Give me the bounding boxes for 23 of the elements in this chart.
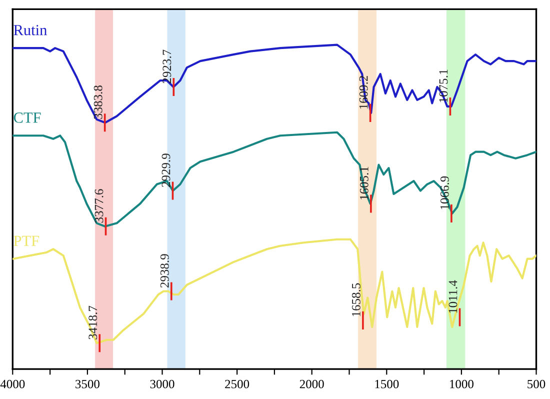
annotation: 3418.7 — [88, 306, 98, 340]
x-tick-label: 3000 — [150, 380, 174, 388]
x-tick-label: 1500 — [375, 380, 399, 388]
annotation: 3383.8 — [94, 86, 102, 119]
annotation: 1609.2 — [359, 76, 368, 109]
series-label: PTF — [14, 236, 40, 246]
x-tick-label: 1000 — [450, 380, 474, 388]
annotation: 3377.6 — [94, 189, 104, 223]
x-tick-label: 2000 — [300, 380, 324, 388]
series-label: CTF — [14, 112, 41, 123]
annotation: 1658.5 — [352, 283, 360, 316]
x-tick-label: 3500 — [76, 380, 100, 388]
annotation: 1066.9 — [440, 176, 449, 210]
annotation: 2929.9 — [162, 154, 170, 187]
x-tick-label: 2500 — [225, 380, 250, 388]
annotation: 1011.4 — [448, 280, 458, 313]
annotation: 1075.1 — [439, 70, 448, 102]
x-tick-label: 500 — [528, 380, 546, 388]
annotation: 2938.9 — [160, 254, 169, 288]
annotation: 1605.1 — [360, 166, 368, 200]
series-label: Rutin — [14, 24, 47, 36]
x-tick-label: 4000 — [0, 380, 25, 388]
annotation: 2923.7 — [162, 50, 172, 84]
